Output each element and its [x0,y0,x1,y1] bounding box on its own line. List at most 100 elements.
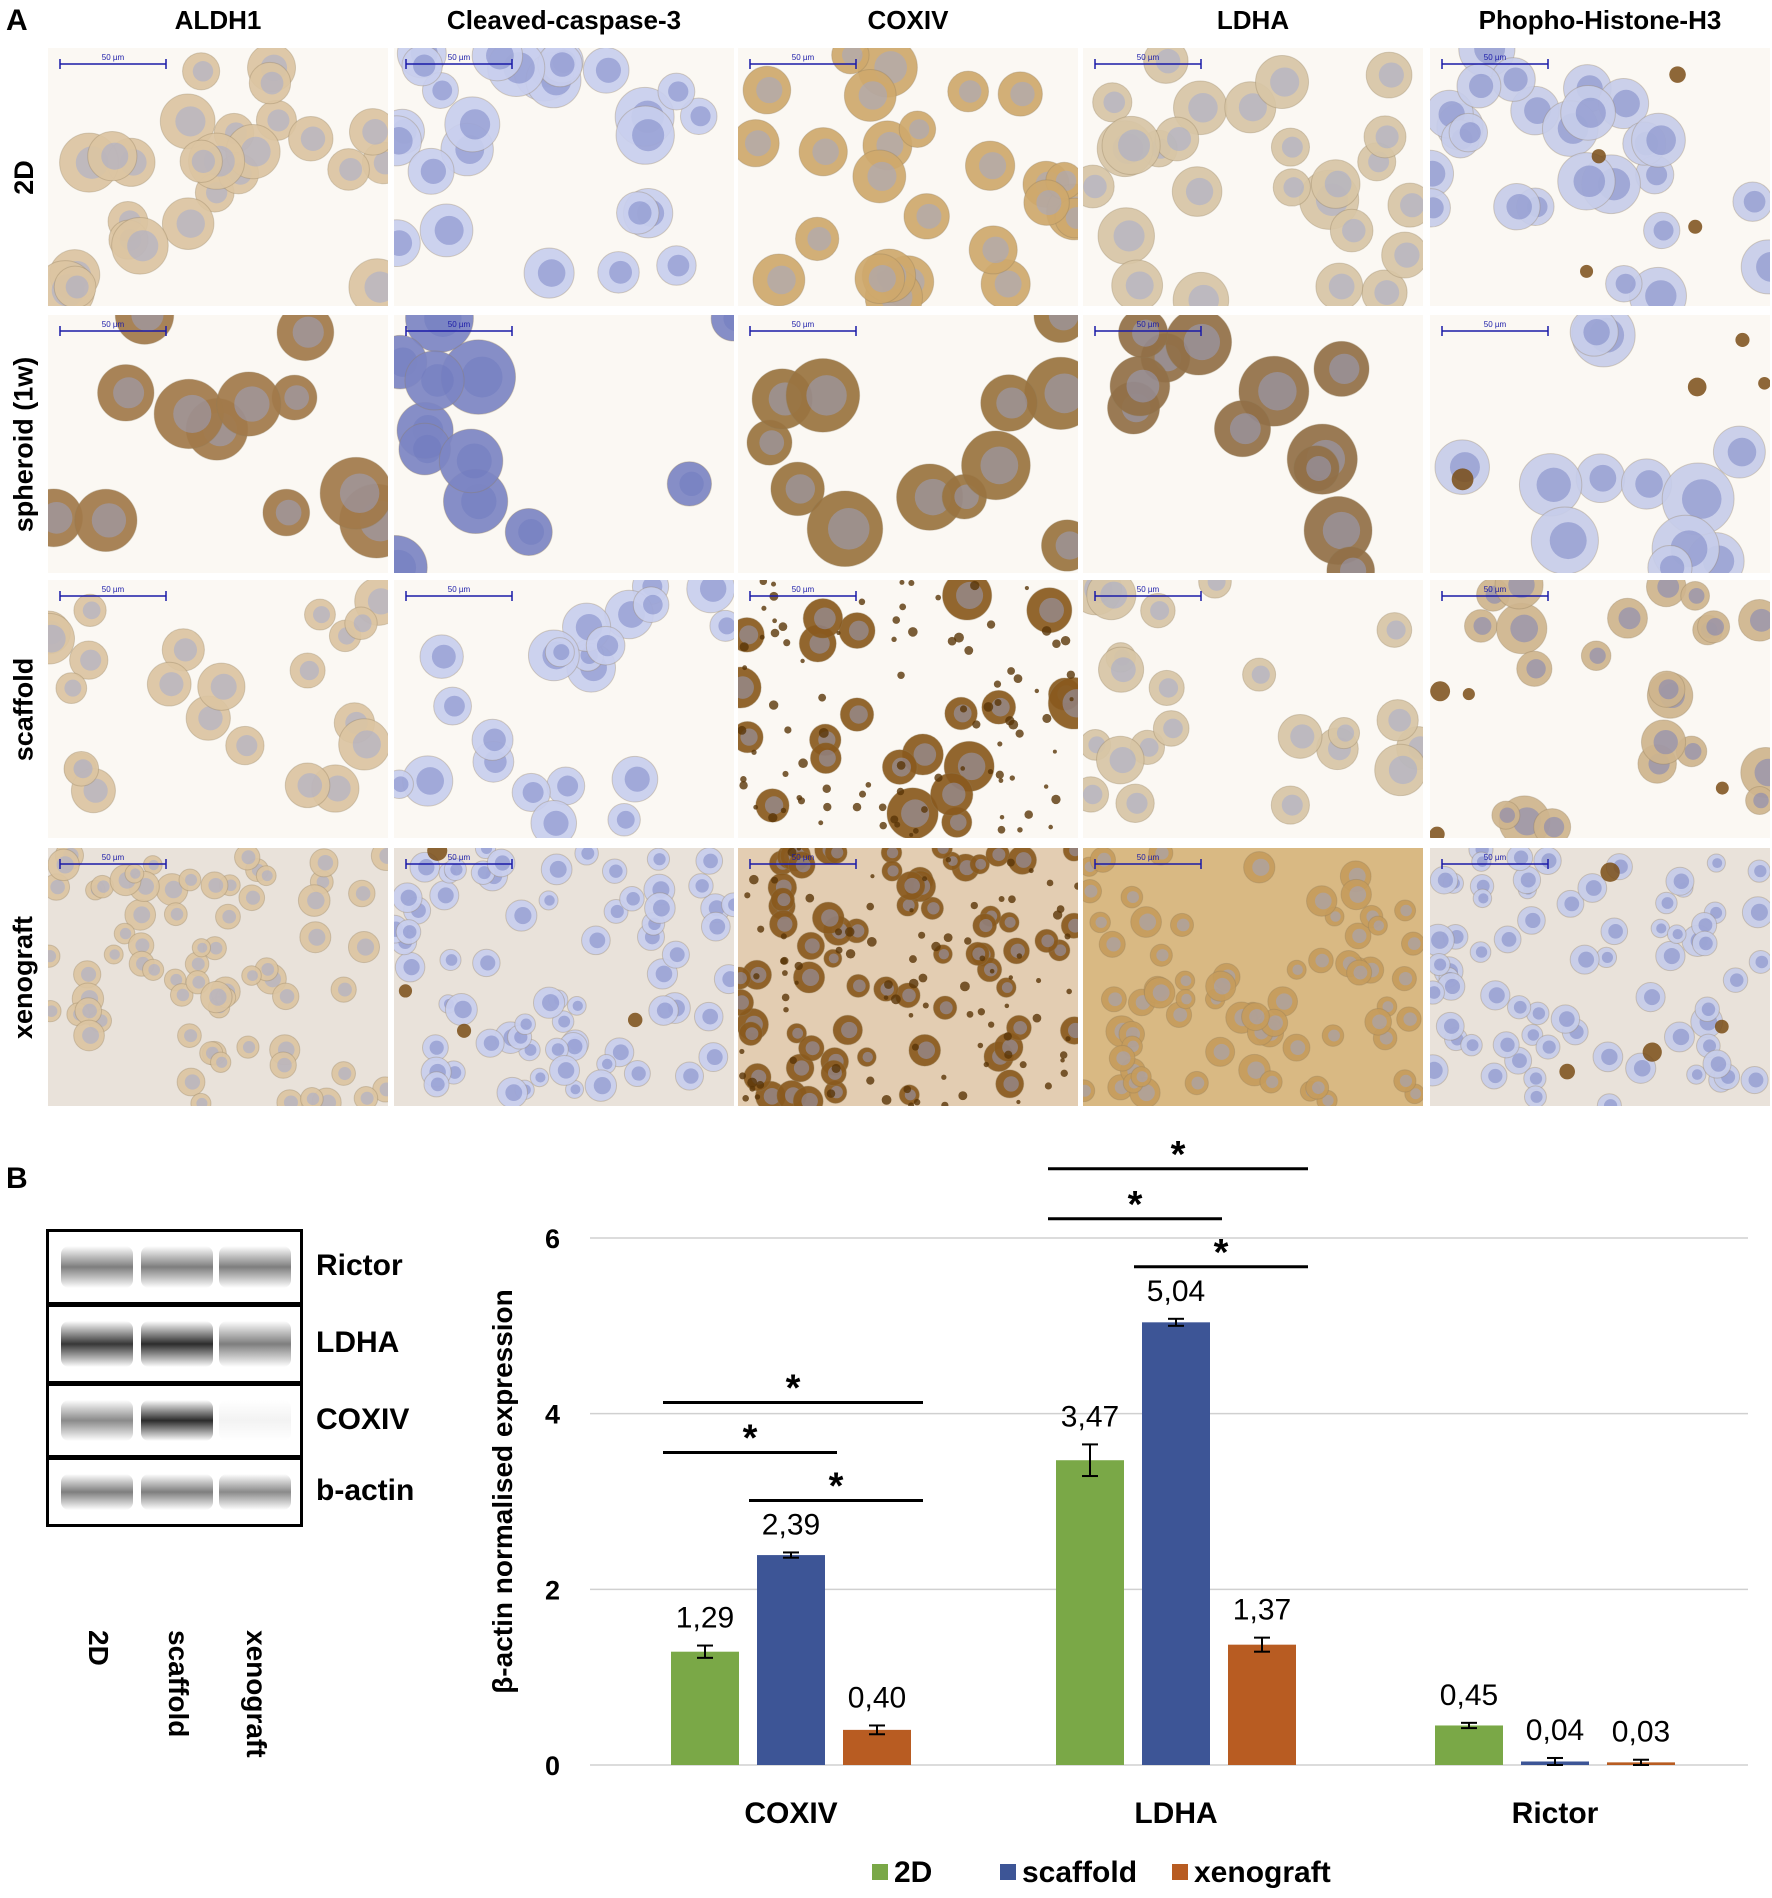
bar-2d-coxiv [671,1651,739,1765]
scale-bar: 50 µm [749,320,857,336]
x-tick-label-rictor: Rictor [1512,1797,1599,1830]
scale-bar-label: 50 µm [448,585,471,594]
column-header-coxiv: COXIV [867,5,949,35]
scale-bar: 50 µm [1094,53,1202,69]
scale-bar-label: 50 µm [1137,585,1160,594]
scale-bar-label: 50 µm [1137,53,1160,62]
micrograph-image: 50 µm [48,315,388,573]
error-bar [1547,1756,1563,1766]
micrograph-xenograft-cleaved-caspase-3: 50 µm [394,848,734,1106]
row-label-text: scaffold [8,657,39,761]
micrograph-2d-phopho-histone-h3: 50 µm [1430,48,1770,306]
band-ldha-scaffold [141,1321,213,1367]
scale-bar: 50 µm [1094,320,1202,336]
scale-bar: 50 µm [749,53,857,69]
micrograph-scaffold-cleaved-caspase-3: 50 µm [394,580,734,838]
column-header-cleaved-caspase-3: Cleaved-caspase-3 [446,5,682,35]
legend-label: xenograft [1194,1856,1331,1889]
row-label-2d: 2D [0,48,48,306]
scale-bar: 50 µm [1441,320,1549,336]
micrograph-xenograft-aldh1: 50 µm [48,848,388,1106]
significance-star: * [1128,1184,1143,1226]
error-bar [1082,1443,1098,1478]
band-coxiv-xenograft [219,1400,291,1441]
lane-label-scaffold: scaffold [163,1630,204,1800]
micrograph-xenograft-phopho-histone-h3: 50 µm [1430,848,1770,1106]
band-rictor-2d [61,1246,133,1288]
y-tick-label: 2 [545,1575,560,1605]
micrograph-image: 50 µm [738,848,1078,1106]
significance-star: * [786,1367,801,1409]
bar-chart: 0 2 4 6 β-actin normalised expression COXIV 1,… [487,1140,1748,1889]
micrograph-scaffold-ldha: 50 µm [1083,580,1423,838]
band-b-actin-scaffold [141,1474,213,1510]
error-bar [869,1724,885,1736]
scale-bar-label: 50 µm [1484,853,1507,862]
data-label: 0,03 [1612,1716,1670,1749]
band-coxiv-scaffold [141,1400,213,1441]
scale-bar: 50 µm [405,585,513,601]
error-bar [1168,1317,1184,1327]
scale-bar: 50 µm [59,320,167,336]
band-rictor-scaffold [141,1246,213,1288]
error-bar [1461,1721,1477,1730]
scale-bar: 50 µm [1094,585,1202,601]
micrograph-image: 50 µm [394,580,734,838]
scale-bar: 50 µm [749,853,857,869]
scale-bar-label: 50 µm [1484,585,1507,594]
scale-bar-label: 50 µm [792,53,815,62]
data-label: 0,04 [1526,1714,1584,1747]
row-label-text: xenograft [8,915,39,1039]
significance-star: * [1171,1140,1186,1176]
data-label: 3,47 [1061,1400,1119,1433]
column-header-ldha: LDHA [1216,5,1290,35]
legend-item-2d: 2D [872,1856,932,1889]
micrograph-image: 50 µm [48,848,388,1106]
micrograph-xenograft-ldha: 50 µm [1083,848,1423,1106]
scale-bar-label: 50 µm [102,853,125,862]
micrograph-image: 50 µm [1430,315,1770,573]
scale-bar-label: 50 µm [1484,320,1507,329]
y-tick-label: 4 [545,1400,560,1430]
data-label: 5,04 [1147,1275,1205,1308]
micrograph-spheroid-1w-cleaved-caspase-3: 50 µm [394,315,734,573]
row-label-spheroid-1w: spheroid (1w) [0,315,48,573]
legend-item-scaffold: scaffold [1000,1856,1137,1889]
data-label: 0,40 [848,1681,906,1714]
micrograph-image: 50 µm [738,48,1078,306]
micrograph-image: 50 µm [1083,48,1423,306]
scale-bar-label: 50 µm [1137,853,1160,862]
micrograph-image: 50 µm [738,315,1078,573]
bar-2d-rictor [1435,1725,1503,1765]
scale-bar: 50 µm [59,853,167,869]
band-b-actin-2d [61,1474,133,1510]
micrograph-image: 50 µm [394,315,734,573]
band-coxiv-2d [61,1400,133,1441]
x-tick-label-coxiv: COXIV [744,1797,837,1830]
micrograph-image: 50 µm [394,48,734,306]
micrograph-2d-aldh1: 50 µm [48,48,388,306]
micrograph-image: 50 µm [48,48,388,306]
blot-row-ldha [46,1304,303,1384]
blot-label-b-actin: b-actin [316,1474,415,1507]
micrograph-2d-ldha: 50 µm [1083,48,1423,306]
significance-star: * [743,1417,758,1459]
bar-scaffold-ldha [1142,1322,1210,1765]
error-bar [697,1644,713,1659]
scale-bar-label: 50 µm [1137,320,1160,329]
x-tick-label-ldha: LDHA [1134,1797,1217,1830]
data-label: 1,29 [676,1602,734,1635]
scale-bar: 50 µm [405,53,513,69]
band-ldha-xenograft [219,1321,291,1367]
blot-row-coxiv [46,1383,303,1458]
blot-row-b-actin [46,1457,303,1527]
row-label-xenograft: xenograft [0,848,48,1106]
band-ldha-2d [61,1321,133,1367]
scale-bar: 50 µm [1094,853,1202,869]
scale-bar: 50 µm [1441,53,1549,69]
lane-label-text: 2D [83,1630,114,1666]
scale-bar: 50 µm [405,853,513,869]
data-label: 0,45 [1440,1679,1498,1712]
scale-bar: 50 µm [59,53,167,69]
bar-xenograft-coxiv [843,1729,911,1765]
